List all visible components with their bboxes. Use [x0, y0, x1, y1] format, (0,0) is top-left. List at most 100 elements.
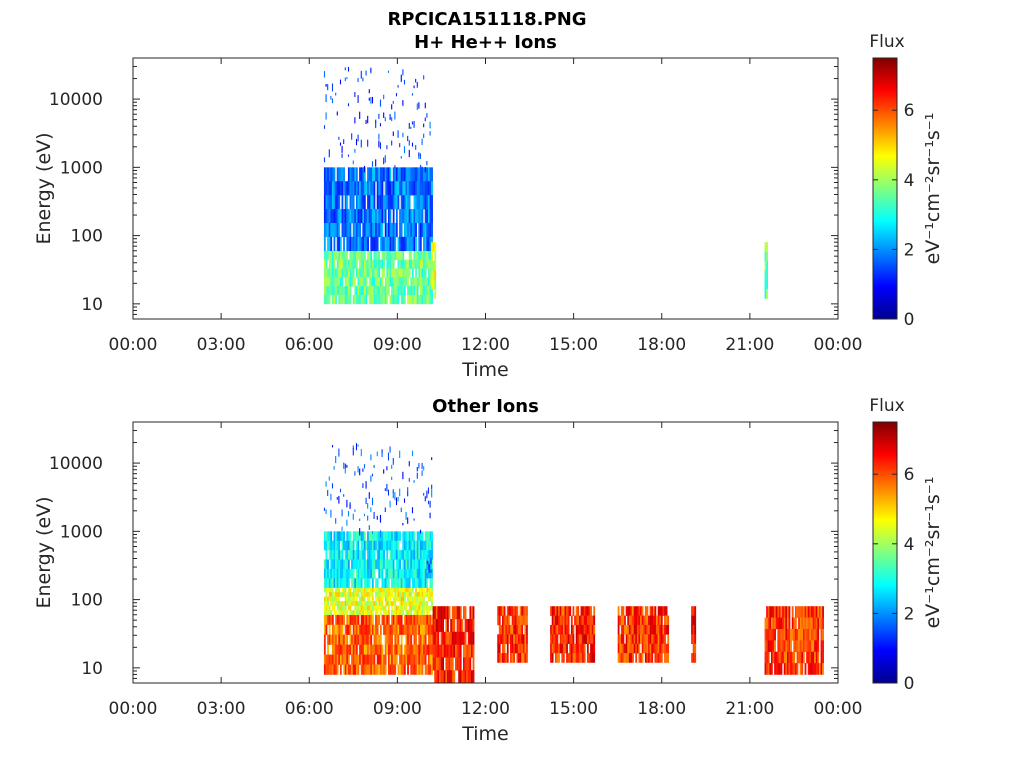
data-cell: [405, 531, 408, 542]
data-cell: [551, 634, 554, 645]
data-cell: [419, 277, 422, 287]
data-cell: [344, 587, 347, 593]
data-cell: [413, 286, 416, 296]
data-cell: [418, 568, 421, 579]
data-cell: [327, 610, 329, 616]
data-cell: [635, 615, 638, 626]
data-cell: [370, 454, 372, 461]
data-cell: [466, 670, 469, 683]
data-cell: [632, 653, 634, 663]
data-cell: [694, 624, 697, 635]
data-cell: [783, 651, 786, 664]
data-cell: [362, 634, 365, 645]
data-cell: [373, 295, 376, 305]
data-cell: [424, 250, 427, 260]
data-cell: [426, 566, 429, 570]
data-cell: [335, 578, 337, 588]
data-cell: [400, 601, 403, 606]
data-cell: [413, 277, 416, 287]
data-cell: [389, 596, 392, 602]
data-cell: [434, 631, 437, 645]
data-cell: [370, 277, 373, 287]
data-cell: [386, 568, 389, 579]
data-cell: [799, 651, 802, 664]
data-cell: [418, 578, 421, 588]
data-cell: [628, 634, 631, 645]
data-cell: [341, 531, 344, 542]
data-cell: [389, 654, 392, 665]
data-cell: [379, 518, 382, 522]
data-cell: [376, 654, 379, 665]
data-cell: [351, 259, 353, 269]
data-cell: [497, 643, 500, 654]
data-cell: [359, 644, 361, 655]
data-cell: [341, 550, 344, 560]
data-cell: [426, 610, 429, 616]
x-tick-label: 18:00: [637, 335, 686, 355]
y-tick-label: 100: [71, 591, 103, 611]
data-cell: [347, 103, 350, 107]
data-cell: [363, 167, 366, 182]
data-cell: [379, 587, 382, 593]
data-cell: [347, 295, 350, 305]
data-cell: [376, 540, 379, 551]
data-cell: [352, 195, 355, 210]
data-cell: [336, 614, 339, 625]
data-cell: [392, 490, 394, 499]
data-cell: [384, 209, 387, 224]
data-cell: [354, 167, 357, 182]
data-cell: [437, 657, 440, 671]
data-cell: [347, 259, 350, 269]
data-cell: [339, 614, 342, 625]
data-cell: [405, 559, 408, 570]
data-cell: [812, 651, 815, 664]
data-cell: [327, 84, 329, 91]
data-cell: [397, 250, 400, 260]
data-cell: [403, 654, 406, 665]
data-cell: [416, 250, 419, 260]
data-cell: [362, 286, 365, 296]
data-cell: [424, 117, 426, 122]
data-cell: [330, 614, 333, 625]
data-cell: [397, 559, 400, 570]
data-cell: [408, 123, 410, 129]
data-cell: [775, 606, 778, 618]
data-cell: [343, 654, 345, 665]
data-cell: [395, 268, 398, 278]
data-cell: [820, 628, 823, 641]
data-cell: [355, 654, 358, 665]
data-cell: [378, 133, 380, 140]
data-cell: [566, 615, 568, 626]
data-cell: [424, 209, 427, 224]
data-cell: [554, 615, 557, 626]
data-cell: [582, 624, 584, 635]
data-cell: [328, 596, 331, 602]
data-cell: [400, 550, 403, 560]
x-tick-label: 00:00: [814, 335, 863, 355]
data-cell: [402, 610, 405, 616]
data-cell: [354, 592, 357, 597]
data-cell: [431, 664, 433, 675]
data-cell: [777, 628, 780, 641]
data-cell: [796, 606, 799, 618]
data-cell: [344, 644, 347, 655]
data-cell: [331, 540, 334, 551]
data-cell: [375, 295, 377, 305]
data-cell: [397, 181, 400, 196]
data-cell: [564, 634, 567, 645]
data-cell: [373, 277, 376, 287]
data-cell: [387, 587, 390, 593]
data-cell: [359, 624, 361, 635]
data-cell: [365, 268, 368, 278]
data-cell: [333, 236, 336, 252]
data-cell: [405, 268, 408, 278]
data-cell: [794, 640, 797, 653]
data-cell: [566, 643, 568, 654]
data-cell: [339, 79, 342, 85]
data-cell: [791, 651, 794, 664]
data-cell: [630, 634, 633, 645]
data-cell: [346, 286, 349, 296]
data-cell: [402, 587, 405, 593]
data-cell: [423, 277, 425, 287]
data-cell: [328, 568, 331, 579]
